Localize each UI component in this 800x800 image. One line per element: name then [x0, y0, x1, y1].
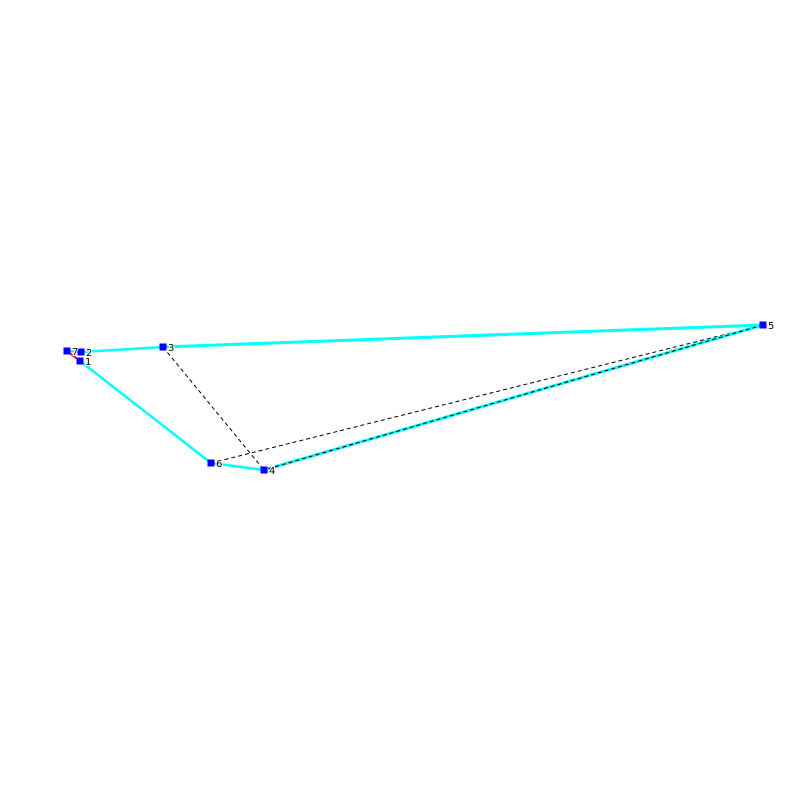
dashed-edge: [210, 324, 764, 464]
node-label: 3: [168, 343, 174, 354]
edge: [80, 345, 164, 354]
dashed-edge: [162, 346, 265, 471]
node: [207, 459, 215, 467]
node-label: 7: [72, 347, 78, 358]
node: [76, 357, 84, 365]
node: [63, 347, 71, 355]
node-label: 6: [216, 459, 222, 470]
dashed-edge: [263, 324, 764, 471]
node-label: 1: [85, 357, 91, 368]
node-label: 2: [86, 348, 92, 359]
nodes: 12 3 4 5 6 7: [63, 320, 775, 478]
edge: [210, 461, 265, 472]
node: [260, 466, 268, 474]
node: [159, 343, 167, 351]
node: [77, 348, 85, 356]
node-label: 4: [269, 466, 275, 477]
node-label: 5: [768, 321, 774, 332]
node: [759, 321, 767, 329]
edge: [79, 360, 212, 464]
edge: [162, 323, 764, 349]
edges: [66, 323, 764, 472]
